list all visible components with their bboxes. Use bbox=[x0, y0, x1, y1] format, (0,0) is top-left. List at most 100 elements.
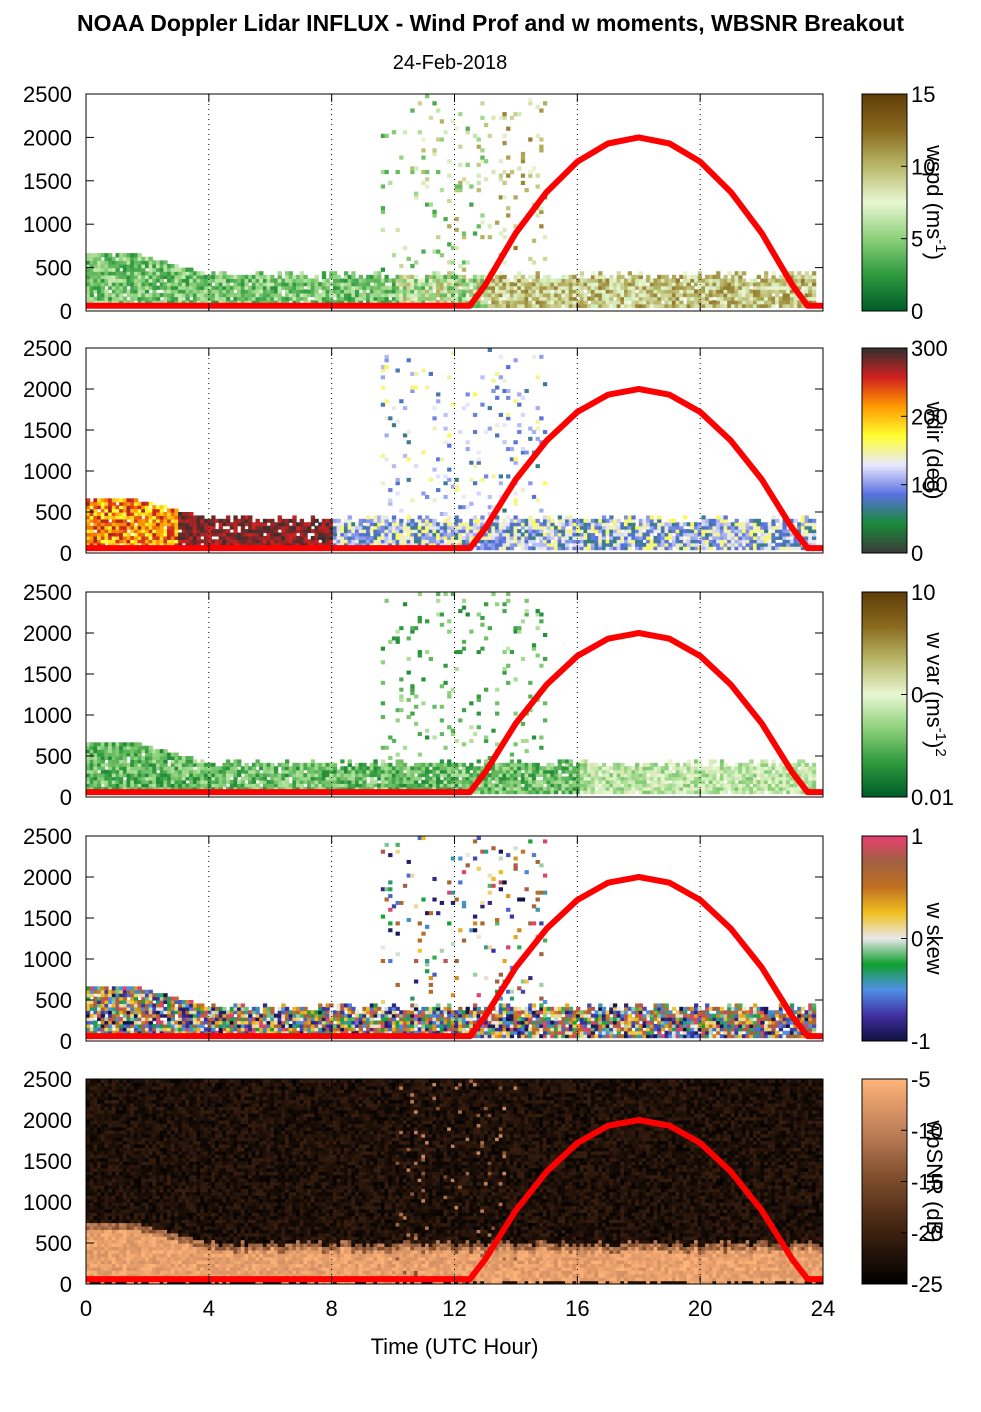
heatmap-cell bbox=[167, 267, 172, 272]
heatmap-cell bbox=[174, 512, 179, 517]
heatmap-cell bbox=[517, 522, 522, 527]
heatmap-cell bbox=[86, 508, 91, 513]
heatmap-cell bbox=[152, 773, 157, 778]
heatmap-cell bbox=[181, 773, 187, 778]
heatmap-cell bbox=[270, 518, 275, 523]
heatmap-cell bbox=[712, 300, 717, 305]
heatmap-cell bbox=[141, 501, 146, 506]
heatmap-cell bbox=[808, 274, 813, 280]
heatmap-cell bbox=[653, 539, 658, 544]
heatmap-cell bbox=[126, 786, 131, 791]
heatmap-cell bbox=[192, 769, 198, 774]
heatmap-cell bbox=[472, 532, 478, 537]
heatmap-cell bbox=[741, 522, 747, 527]
heatmap-cell bbox=[321, 779, 327, 784]
heatmap-cell bbox=[152, 759, 157, 764]
heatmap-cell bbox=[137, 762, 142, 767]
heatmap-cell bbox=[130, 512, 135, 517]
heatmap-cell bbox=[340, 759, 345, 764]
heatmap-cell bbox=[642, 292, 647, 298]
heatmap-cell bbox=[775, 296, 780, 301]
heatmap-cell bbox=[775, 525, 780, 530]
heatmap-cell bbox=[174, 773, 179, 778]
heatmap-cell bbox=[557, 525, 562, 530]
heatmap-cell bbox=[649, 282, 655, 287]
heatmap-cell bbox=[727, 278, 732, 283]
heatmap-cell bbox=[804, 525, 809, 530]
heatmap-cell bbox=[601, 535, 607, 540]
heatmap-cell bbox=[557, 303, 562, 308]
heatmap-cell bbox=[568, 278, 574, 283]
heatmap-cell bbox=[705, 289, 710, 294]
heatmap-cell bbox=[148, 522, 153, 527]
heatmap-cell bbox=[391, 539, 397, 544]
heatmap-cell bbox=[214, 518, 220, 523]
heatmap-cell bbox=[587, 285, 592, 290]
heatmap-cell bbox=[126, 522, 131, 527]
heatmap-cell bbox=[786, 535, 791, 540]
heatmap-cell bbox=[296, 296, 301, 301]
heatmap-cell bbox=[273, 292, 279, 298]
heatmap-cell bbox=[612, 546, 618, 551]
heatmap-cell bbox=[152, 518, 157, 523]
heatmap-cell bbox=[675, 546, 680, 551]
heatmap-cell bbox=[395, 522, 400, 527]
heatmap-cell bbox=[100, 776, 106, 781]
heatmap-cell bbox=[646, 518, 651, 523]
heatmap-cell bbox=[454, 535, 459, 540]
heatmap-cell bbox=[428, 542, 433, 547]
heatmap-cell bbox=[288, 786, 293, 791]
heatmap-cell bbox=[539, 278, 544, 283]
heatmap-cell bbox=[443, 474, 448, 479]
heatmap-cell bbox=[126, 769, 131, 774]
heatmap-cell bbox=[325, 296, 330, 301]
heatmap-cell bbox=[318, 532, 323, 537]
heatmap-cell bbox=[498, 542, 504, 547]
heatmap-cell bbox=[388, 300, 393, 305]
heatmap-cell bbox=[716, 285, 721, 290]
heatmap-cell bbox=[469, 477, 474, 482]
heatmap-cell bbox=[476, 522, 481, 527]
heatmap-cell bbox=[428, 300, 433, 305]
heatmap-cell bbox=[771, 525, 776, 530]
heatmap-cell bbox=[97, 515, 102, 520]
heatmap-cell bbox=[421, 491, 426, 496]
heatmap-cell bbox=[554, 289, 559, 294]
heatmap-cell bbox=[646, 289, 651, 294]
heatmap-cell bbox=[454, 529, 459, 534]
heatmap-cell bbox=[439, 274, 445, 280]
heatmap-cell bbox=[502, 303, 507, 308]
heatmap-cell bbox=[203, 278, 209, 283]
heatmap-cell bbox=[520, 546, 526, 551]
heatmap-cell bbox=[248, 773, 253, 778]
heatmap-cell bbox=[642, 289, 647, 294]
heatmap-cell bbox=[270, 539, 275, 544]
heatmap-cell bbox=[554, 529, 559, 534]
heatmap-cell bbox=[502, 195, 507, 200]
heatmap-cell bbox=[612, 542, 618, 547]
heatmap-cell bbox=[443, 274, 448, 280]
heatmap-cell bbox=[789, 289, 795, 294]
heatmap-cell bbox=[214, 769, 220, 774]
heatmap-cell bbox=[439, 535, 445, 540]
heatmap-cell bbox=[627, 529, 632, 534]
heatmap-cell bbox=[513, 303, 518, 308]
heatmap-cell bbox=[708, 282, 714, 287]
heatmap-cell bbox=[222, 522, 227, 527]
heatmap-cell bbox=[104, 282, 109, 287]
heatmap-cell bbox=[517, 535, 522, 540]
heatmap-cell bbox=[270, 766, 275, 771]
heatmap-cell bbox=[749, 529, 754, 534]
heatmap-cell bbox=[811, 535, 817, 540]
heatmap-cell bbox=[104, 501, 109, 506]
heatmap-cell bbox=[498, 300, 504, 305]
heatmap-cell bbox=[240, 285, 246, 290]
heatmap-cell bbox=[181, 289, 187, 294]
heatmap-cell bbox=[565, 285, 570, 290]
heatmap-cell bbox=[572, 529, 577, 534]
heatmap-cell bbox=[594, 285, 599, 290]
heatmap-cell bbox=[535, 289, 540, 294]
heatmap-cell bbox=[542, 296, 548, 301]
heatmap-cell bbox=[528, 481, 533, 486]
heatmap-cell bbox=[299, 532, 305, 537]
